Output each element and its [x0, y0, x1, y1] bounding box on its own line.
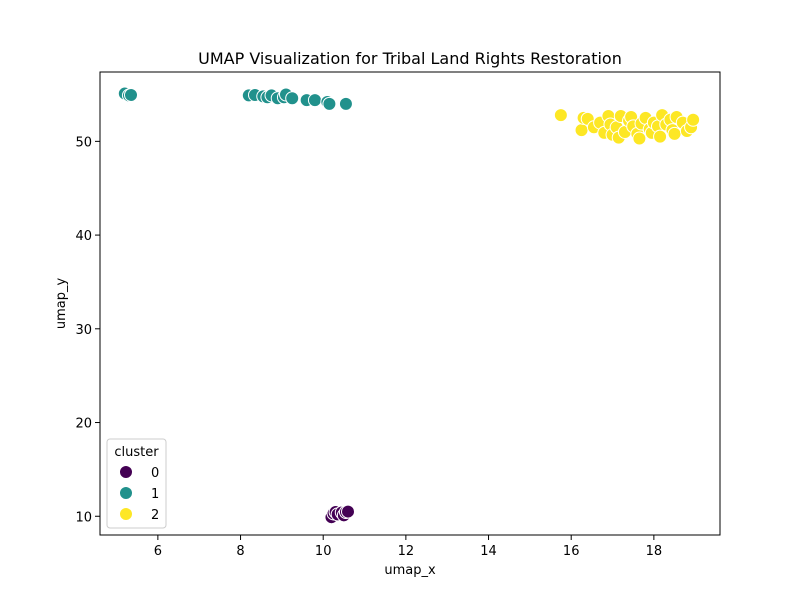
- legend-label: 0: [151, 466, 159, 481]
- x-tick-label: 16: [563, 544, 580, 559]
- y-tick-label: 30: [75, 323, 92, 338]
- plot-frame: [99, 71, 721, 536]
- data-point-cluster-1: [285, 91, 300, 106]
- data-point-cluster-1: [124, 87, 138, 102]
- x-tick-label: 14: [480, 544, 497, 559]
- y-tick-label: 40: [75, 229, 92, 244]
- data-point-cluster-1: [338, 96, 353, 111]
- data-point-cluster-2: [686, 112, 701, 127]
- data-point-cluster-2: [553, 108, 568, 123]
- x-tick-label: 18: [646, 544, 663, 559]
- legend-items: 0 1 2: [119, 465, 159, 523]
- legend-marker: [119, 507, 133, 521]
- data-point-cluster-1: [307, 93, 322, 108]
- data-point-cluster-2: [632, 131, 647, 146]
- data-point-cluster-2: [667, 126, 682, 141]
- y-tick-label: 10: [75, 510, 92, 525]
- legend-marker: [119, 486, 133, 500]
- legend-label: 2: [151, 508, 159, 523]
- legend-title: cluster: [114, 445, 159, 460]
- points-layer: [117, 86, 701, 525]
- x-axis-label: umap_x: [384, 563, 436, 578]
- data-point-cluster-2: [653, 129, 668, 144]
- legend-box: [106, 438, 167, 529]
- data-point-cluster-1: [322, 96, 337, 111]
- y-tick-label: 20: [75, 417, 92, 432]
- x-tick-label: 8: [236, 544, 244, 559]
- chart-title: UMAP Visualization for Tribal Land Right…: [198, 49, 622, 68]
- x-tick-label: 6: [154, 544, 162, 559]
- x-tick-label: 10: [315, 544, 332, 559]
- y-axis-label: umap_y: [54, 278, 69, 330]
- legend: cluster 0 1 2: [106, 438, 167, 529]
- legend-marker: [119, 465, 133, 479]
- data-point-cluster-0: [341, 504, 355, 519]
- y-tick-label: 50: [75, 135, 92, 150]
- x-tick-label: 12: [398, 544, 415, 559]
- legend-label: 1: [151, 487, 159, 502]
